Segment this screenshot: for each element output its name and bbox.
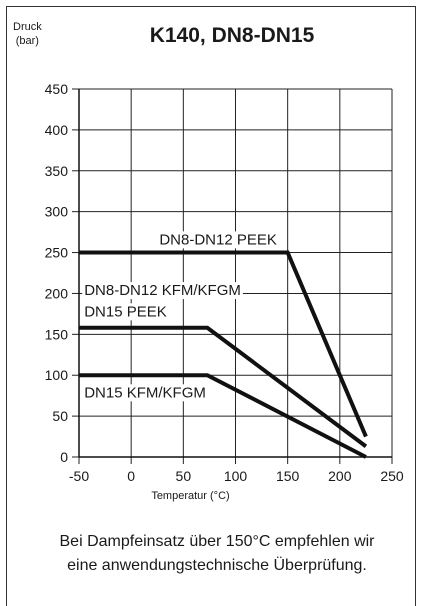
y-tick-label: 50 [52, 408, 68, 424]
footnote-line-2: eine anwendungstechnische Überprüfung. [67, 557, 367, 574]
series-line-2 [79, 325, 368, 448]
series-annotation-4: DN15 KFM/KFGM [84, 384, 206, 401]
x-axis-label: Temperatur (°C) [151, 490, 229, 502]
x-tick-label: 50 [176, 468, 192, 484]
series-annotation-3: DN15 PEEK [84, 303, 167, 320]
chart-title: K140, DN8-DN15 [149, 24, 315, 47]
x-tick-label: 250 [380, 468, 404, 484]
y-tick-label: 250 [45, 245, 69, 261]
annotation-background [82, 303, 169, 321]
x-tick-label: 200 [328, 468, 352, 484]
y-axis-label: Druck (bar) [13, 20, 42, 48]
x-tick-label: -50 [69, 468, 89, 484]
annotation-background [157, 231, 279, 249]
x-tick-label: 0 [127, 468, 135, 484]
y-tick-label: 100 [45, 367, 69, 383]
x-tick-label: 150 [276, 468, 300, 484]
y-tick-label: 350 [45, 163, 69, 179]
y-axis-label-line-2: (bar) [15, 35, 39, 47]
series-line-1 [79, 250, 368, 438]
y-axis-label-line-1: Druck [13, 21, 42, 33]
y-tick-label: 400 [45, 122, 69, 138]
footnote-line-1: Bei Dampfeinsatz über 150°C empfehlen wi… [59, 533, 375, 550]
footnote: Bei Dampfeinsatz über 150°C empfehlen wi… [20, 531, 414, 577]
y-tick-label: 0 [60, 449, 68, 465]
x-tick-label: 100 [224, 468, 248, 484]
series-annotation-2: DN8-DN12 KFM/KFGM [84, 282, 241, 299]
annotation-background [82, 282, 243, 300]
series-line-3 [79, 373, 367, 459]
series-annotation-1: DN8-DN12 PEEK [159, 231, 277, 248]
pressure-temperature-chart: -50 0 50 100 150 200 2500501001502002503003504… [45, 81, 404, 502]
y-tick-label: 300 [45, 204, 69, 220]
y-tick-label: 150 [45, 326, 69, 342]
y-tick-label: 450 [45, 81, 69, 97]
annotation-background [82, 384, 208, 402]
y-tick-label: 200 [45, 285, 69, 301]
chart-frame [6, 6, 416, 606]
